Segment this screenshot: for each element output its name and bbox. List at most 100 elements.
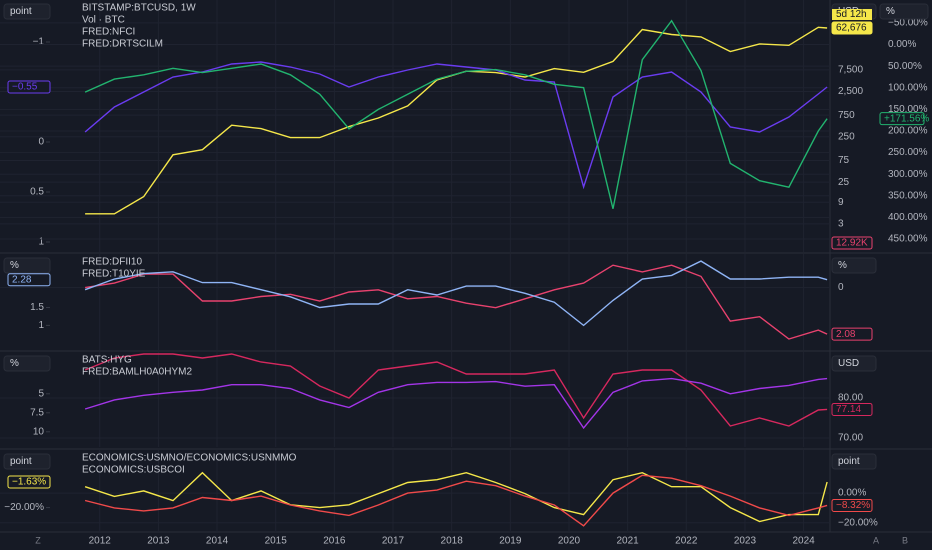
legend-entry[interactable]: FRED:BAMLH0A0HYM2 (82, 367, 192, 378)
volume-box (831, 236, 873, 250)
volume-label: 12.92K (836, 238, 868, 249)
unit-label[interactable]: % (838, 260, 847, 271)
last-value-box (831, 327, 873, 341)
last-value-label: 2.08 (836, 329, 856, 340)
y3-tick-label: −50.00% (888, 18, 928, 29)
y-tick-label: 1 (38, 237, 44, 248)
legend-entry[interactable]: FRED:NFCI (82, 27, 135, 38)
y3-tick-label: 150.00% (888, 104, 928, 115)
unit-button[interactable] (3, 453, 51, 470)
series-line (84, 377, 828, 430)
x-tick-label: 2022 (675, 536, 698, 547)
y-tick-label: 0.5 (30, 187, 44, 198)
y2-tick-label: 2,500 (838, 86, 863, 97)
y3-tick-label: 300.00% (888, 169, 928, 180)
y2-tick-label: 250 (838, 131, 855, 142)
unit-label[interactable]: % (10, 260, 19, 271)
x-tick-label: 2012 (89, 536, 112, 547)
unit-button[interactable] (3, 257, 51, 274)
y-tick-label: 7.5 (30, 407, 44, 418)
legend-entry[interactable]: FRED:DFII10 (82, 257, 142, 268)
pane: −100.51point7,5002,500750250752593USD−50… (0, 0, 929, 252)
y3-tick-label: 50.00% (888, 61, 922, 72)
x-tick-label: 2016 (323, 536, 346, 547)
series-line (84, 474, 828, 527)
y3-tick-label: 250.00% (888, 147, 928, 158)
unit-button[interactable] (831, 257, 877, 274)
y-tick-label: 5 (38, 388, 44, 399)
y2-tick-label: 25 (838, 177, 850, 188)
countdown-box (832, 9, 872, 21)
pane: 5 7.5 10% 80.00 70.00 USD BATS:HYGFRED:BAMLH0A… (0, 352, 877, 447)
unit-label[interactable]: % (10, 358, 19, 369)
series-line (84, 61, 828, 190)
series-line (84, 353, 828, 427)
unit-button[interactable] (3, 3, 51, 20)
control-button[interactable]: A (873, 535, 879, 545)
y2-tick-label: 750 (838, 110, 855, 121)
y-tick-label: −20.00% (4, 502, 44, 513)
y3-tick-label: 0.00% (888, 39, 916, 50)
last-value-box (879, 112, 925, 126)
x-tick-label: 2019 (499, 536, 522, 547)
y2-tick-label: 70.00 (838, 433, 863, 444)
legend-entry[interactable]: ECONOMICS:USBCOI (82, 465, 185, 476)
last-value-box (831, 498, 873, 512)
legend-entry[interactable]: BATS:HYG (82, 355, 132, 366)
series-line (84, 19, 828, 209)
y2-tick-label: 3 (838, 219, 844, 230)
y2-tick-label: 0.00% (838, 488, 866, 499)
y-tick-label: 1.5 (30, 302, 44, 313)
y-tick-label: 0 (38, 137, 44, 148)
y2-tick-label: −20.00% (838, 517, 878, 528)
y-tick-label: 10 (33, 426, 45, 437)
legend-entry[interactable]: BITSTAMP:BTCUSD, 1W (82, 3, 196, 14)
last-value-box (7, 273, 51, 287)
unit-button[interactable] (831, 453, 877, 470)
unit-label[interactable]: point (10, 6, 32, 17)
legend-annotation: Vol · BTC (82, 15, 125, 26)
y3-tick-label: 100.00% (888, 82, 928, 93)
series-line (84, 264, 828, 340)
countdown-label: 5d 12h (836, 9, 867, 20)
y3-tick-label: 400.00% (888, 212, 928, 223)
last-value-label: +171.56% (884, 113, 929, 124)
y-tick-label: 1 (38, 320, 44, 331)
control-button[interactable]: B (902, 535, 908, 545)
unit-button[interactable] (879, 3, 929, 20)
last-value-label: −8.32% (836, 500, 870, 511)
unit-label[interactable]: point (10, 456, 32, 467)
x-tick-label: 2018 (441, 536, 464, 547)
series-line (84, 260, 828, 327)
legend-entry[interactable]: FRED:DRTSCILM (82, 39, 163, 50)
y2-tick-label: 7,500 (838, 64, 863, 75)
last-value-box (7, 475, 51, 489)
x-tick-label: 2023 (734, 536, 757, 547)
unit-label[interactable]: USD (838, 358, 859, 369)
pane: −20.00% point 0.00% −20.00% point ECONOMICS:U… (0, 450, 878, 547)
last-value-box (831, 21, 873, 35)
control-button[interactable]: Z (35, 535, 41, 545)
y2-tick-label: 80.00 (838, 393, 863, 404)
last-value-label: 62,676 (836, 23, 867, 34)
y2-tick-label: 9 (838, 197, 844, 208)
y-tick-label: −1 (33, 37, 45, 48)
unit-button[interactable] (3, 355, 51, 372)
x-tick-label: 2017 (382, 536, 405, 547)
unit-label[interactable]: point (838, 456, 860, 467)
y3-tick-label: 200.00% (888, 126, 928, 137)
x-tick-label: 2015 (265, 536, 288, 547)
legend-entry[interactable]: ECONOMICS:USMNO/ECONOMICS:USNMMO (82, 453, 297, 464)
y3-tick-label: 350.00% (888, 190, 928, 201)
unit-button[interactable] (831, 355, 877, 372)
last-value-label: 77.14 (836, 404, 861, 415)
x-tick-label: 2020 (558, 536, 581, 547)
last-value-label: −0.55 (12, 82, 38, 93)
legend-entry[interactable]: FRED:T10YIE (82, 269, 146, 280)
last-value-box (7, 80, 51, 94)
last-value-box (831, 402, 873, 416)
last-value-label: 2.28 (12, 274, 32, 285)
unit-label[interactable]: % (886, 6, 895, 17)
